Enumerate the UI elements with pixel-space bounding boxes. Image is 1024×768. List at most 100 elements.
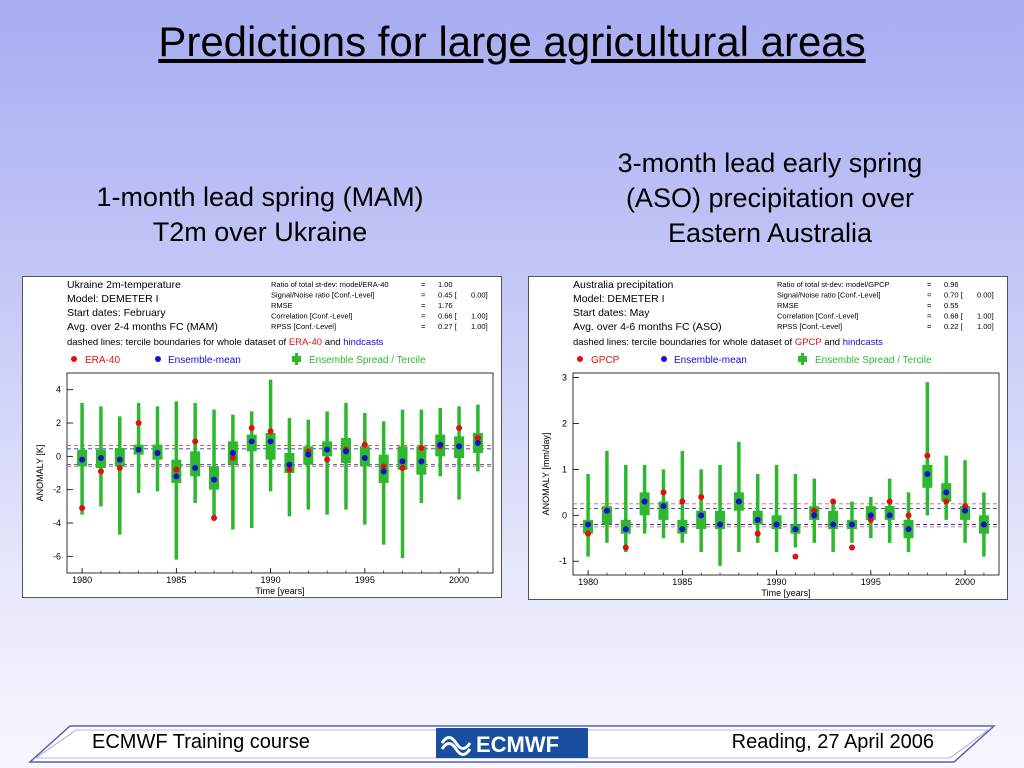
- info-line: Australia precipitation: [573, 279, 674, 291]
- observed-point: [622, 544, 629, 551]
- ensemble-mean-point: [173, 473, 180, 480]
- ensemble-mean-point: [980, 521, 987, 528]
- observed-point: [248, 425, 255, 431]
- stat-label: RMSE: [271, 301, 293, 310]
- observed-point: [905, 512, 912, 519]
- dashed-note-prefix: dashed lines: tercile boundaries for who…: [67, 337, 289, 348]
- y-tick-label: -4: [53, 518, 61, 528]
- stat-value: 0.96: [944, 280, 959, 289]
- ensemble-mean-point: [456, 443, 463, 450]
- ensemble-mean-point: [886, 512, 893, 519]
- tercile-box: [190, 451, 201, 477]
- ukraine-chart-panel: Ukraine 2m-temperature Model: DEMETER I St…: [22, 276, 502, 598]
- ensemble-mean-point: [735, 498, 742, 505]
- ensemble-mean-point: [905, 526, 912, 533]
- stat-conf: 1.00]: [471, 312, 488, 321]
- x-tick-label: 1985: [672, 577, 692, 587]
- observed-point: [848, 544, 855, 551]
- stat-eq: =: [421, 312, 426, 321]
- stat-conf: 0.00]: [977, 291, 994, 300]
- caption-right-line-2: (ASO) precipitation over: [625, 183, 915, 213]
- ensemble-mean-point: [229, 450, 236, 456]
- stat-eq: =: [927, 301, 932, 310]
- stat-label: Signal/Noise ratio [Conf.-Level]: [777, 291, 880, 300]
- x-axis-label: Time [years]: [255, 586, 304, 596]
- stat-value: 0.68 [: [944, 312, 964, 321]
- legend-spread-box: [798, 356, 807, 362]
- stat-value: 0.27 [: [438, 322, 458, 331]
- x-tick-label: 1995: [355, 575, 375, 585]
- ensemble-mean-point: [924, 471, 931, 477]
- observed-point: [660, 489, 667, 496]
- legend-spread-label: Ensemble Spread / Tercile: [815, 355, 932, 366]
- ensemble-mean-point: [361, 455, 368, 461]
- ensemble-mean-point: [305, 451, 312, 458]
- ensemble-mean-point: [943, 489, 950, 496]
- observed-point: [456, 425, 463, 431]
- observed-point: [229, 455, 236, 461]
- ensemble-mean-point: [603, 507, 610, 514]
- stat-eq: =: [421, 291, 426, 300]
- ensemble-mean-point: [437, 441, 444, 448]
- ensemble-mean-point: [660, 503, 667, 510]
- dashed-note-hind: hindcasts: [843, 337, 883, 348]
- caption-right: 3-month lead early spring (ASO) precipit…: [555, 146, 985, 251]
- y-tick-label: 2: [56, 418, 61, 428]
- x-tick-label: 1990: [261, 575, 281, 585]
- observed-point: [79, 505, 86, 511]
- observed-point: [324, 456, 331, 463]
- caption-left: 1-month lead spring (MAM) T2m over Ukrai…: [40, 180, 480, 250]
- y-tick-label: 0: [56, 451, 61, 461]
- info-line: Model: DEMETER I: [67, 293, 159, 305]
- legend-mean-label: Ensemble-mean: [168, 355, 241, 366]
- legend-mean-label: Ensemble-mean: [674, 355, 747, 366]
- ensemble-mean-point: [754, 516, 761, 523]
- y-tick-label: 3: [562, 373, 567, 383]
- legend-mean-marker: [155, 356, 161, 362]
- stat-eq: =: [927, 312, 932, 321]
- plot-frame: [66, 372, 494, 574]
- observed-point: [135, 420, 142, 426]
- observed-point: [211, 515, 218, 521]
- legend-spread-box: [292, 356, 301, 362]
- ensemble-mean-point: [830, 521, 837, 528]
- stat-eq: =: [421, 280, 426, 289]
- stat-value: 1.00: [438, 280, 453, 289]
- info-line: Start dates: May: [573, 307, 650, 319]
- observed-point: [830, 498, 837, 505]
- ensemble-mean-point: [641, 498, 648, 505]
- y-tick-label: -2: [53, 485, 61, 495]
- ensemble-mean-point: [679, 526, 686, 533]
- info-line: Avg. over 4-6 months FC (ASO): [573, 321, 722, 333]
- ensemble-mean-point: [622, 526, 629, 533]
- ensemble-mean-point: [135, 446, 142, 453]
- stat-conf: 0.00]: [471, 291, 488, 300]
- observed-point: [116, 465, 123, 471]
- observed-point: [418, 445, 425, 451]
- tercile-box: [265, 433, 276, 460]
- ensemble-mean-point: [324, 446, 331, 453]
- stat-value: 0.45 [: [438, 291, 458, 300]
- ensemble-mean-point: [267, 438, 274, 445]
- dashed-note-obs: ERA-40: [289, 337, 322, 348]
- stat-label: Correlation [Conf.-Level]: [777, 312, 858, 321]
- stat-eq: =: [927, 280, 932, 289]
- y-tick-label: 2: [562, 419, 567, 429]
- ensemble-mean-point: [792, 526, 799, 533]
- footer-date: Reading, 27 April 2006: [731, 731, 934, 753]
- stat-value: 1.76: [438, 301, 453, 310]
- stat-label: RMSE: [777, 301, 799, 310]
- stat-eq: =: [927, 291, 932, 300]
- stat-label: Signal/Noise ratio [Conf.-Level]: [271, 291, 374, 300]
- x-axis-label: Time [years]: [761, 588, 810, 598]
- ensemble-mean-point: [867, 512, 874, 519]
- info-line: Avg. over 2-4 months FC (MAM): [67, 321, 218, 333]
- observed-point: [924, 452, 931, 459]
- observed-point: [679, 498, 686, 505]
- footer-course: ECMWF Training course: [92, 731, 310, 753]
- ensemble-mean-point: [192, 465, 199, 471]
- observed-point: [962, 503, 969, 510]
- y-tick-label: 4: [56, 385, 61, 395]
- ensemble-mean-point: [380, 468, 387, 475]
- x-tick-label: 1990: [767, 577, 787, 587]
